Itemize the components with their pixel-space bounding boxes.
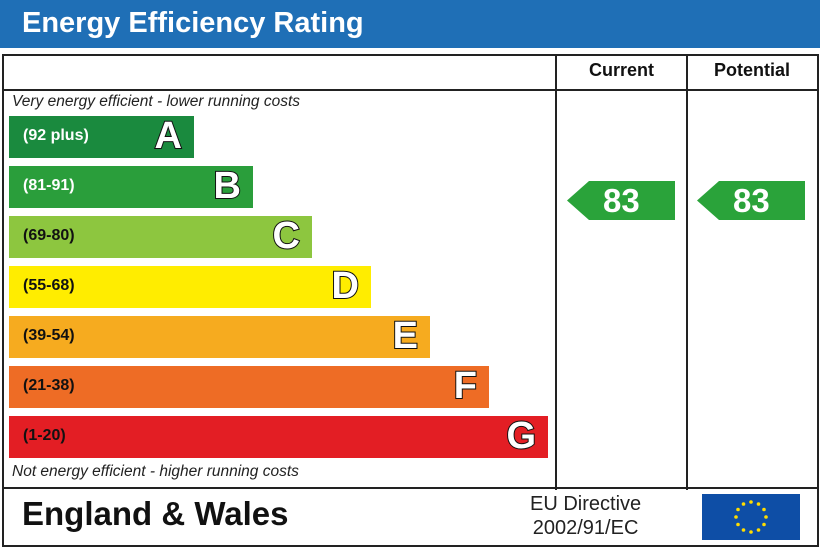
- star-icon: [736, 522, 740, 527]
- band-letter: G: [505, 414, 537, 458]
- directive-line1: EU Directive: [530, 493, 642, 515]
- band-bar-d: (55-68) D: [9, 264, 371, 308]
- band-range: (39-54): [23, 327, 75, 344]
- band-range: (81-91): [23, 177, 75, 194]
- star-icon: [756, 528, 761, 532]
- band-range: (92 plus): [23, 127, 89, 144]
- eu-directive: EU Directive 2002/91/EC: [530, 492, 641, 540]
- potential-rating-value: 83: [733, 182, 770, 219]
- band-range: (69-80): [23, 227, 75, 244]
- star-icon: [762, 507, 766, 512]
- band-letter: D: [331, 264, 360, 308]
- band-bar-a: (92 plus) A: [9, 114, 194, 158]
- top-note: Very energy efficient - lower running co…: [12, 93, 301, 110]
- divider: [2, 89, 817, 91]
- band-letter: A: [154, 114, 183, 158]
- current-header: Current: [588, 60, 654, 80]
- band-bar-g: (1-20) G: [9, 414, 548, 458]
- rating-frame: [2, 54, 819, 547]
- band-range: (55-68): [23, 277, 75, 294]
- divider: [2, 487, 817, 489]
- band-letter: F: [453, 364, 478, 408]
- star-icon: [764, 515, 768, 519]
- divider: [686, 54, 688, 490]
- potential-header: Potential: [713, 60, 790, 80]
- band-letter: C: [272, 214, 301, 258]
- band-range: (21-38): [23, 377, 75, 394]
- star-icon: [741, 502, 746, 506]
- band-letter: E: [392, 314, 419, 358]
- star-icon: [756, 502, 761, 506]
- country-label: England & Wales: [22, 495, 289, 532]
- star-icon: [741, 528, 746, 532]
- band-bar-b: (81-91) B: [9, 164, 253, 208]
- potential-rating-arrow: 83: [697, 181, 805, 220]
- star-icon: [749, 500, 753, 504]
- band-range: (1-20): [23, 427, 66, 444]
- star-icon: [734, 515, 738, 519]
- band-bar-e: (39-54) E: [9, 314, 430, 358]
- chart-title: Energy Efficiency Rating: [22, 7, 364, 39]
- band-letter: B: [213, 164, 242, 208]
- eu-flag-icon: [702, 494, 800, 540]
- bottom-note: Not energy efficient - higher running co…: [12, 463, 299, 480]
- divider: [555, 54, 557, 490]
- band-bar-f: (21-38) F: [9, 364, 489, 408]
- band-bar-c: (69-80) C: [9, 214, 312, 258]
- star-icon: [762, 522, 766, 527]
- current-rating-value: 83: [603, 182, 640, 219]
- star-icon: [749, 530, 753, 534]
- title-bar: Energy Efficiency Rating: [0, 0, 820, 48]
- star-icon: [736, 507, 740, 512]
- current-rating-arrow: 83: [567, 181, 675, 220]
- directive-line2: 2002/91/EC: [532, 517, 639, 539]
